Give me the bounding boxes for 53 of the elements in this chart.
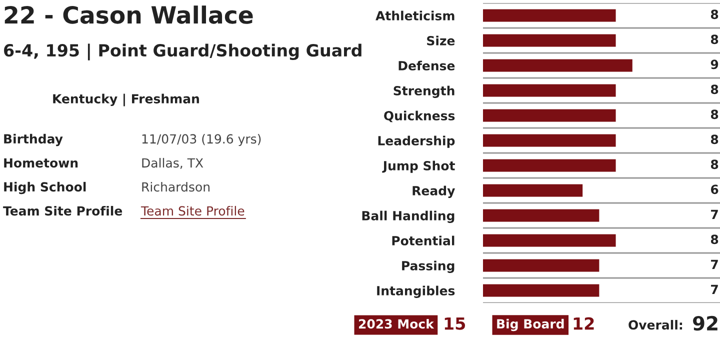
text: 11/07/03 (19.6 yrs)	[142, 134, 261, 146]
y-tick-label: Size	[427, 36, 455, 46]
data-label: 7	[711, 260, 718, 269]
bar	[483, 9, 616, 22]
y-tick-label: Leadership	[378, 136, 455, 148]
data-label: 8	[710, 110, 718, 120]
text: Big Board	[497, 318, 564, 332]
y-tick-label: Potential	[392, 236, 454, 246]
text: 12	[574, 317, 594, 330]
text: Overall:	[628, 320, 682, 330]
y-tick-label: Athleticism	[376, 10, 454, 20]
y-tick-label: Ready	[412, 186, 455, 198]
text: Birthday	[4, 134, 63, 146]
text: Dallas, TX	[142, 158, 204, 169]
bar	[483, 59, 632, 72]
y-tick-label: Jump Shot	[382, 160, 455, 173]
text: Team Site Profile	[3, 206, 122, 216]
text: High School	[4, 182, 86, 194]
text: 6-4, 195 | Point Guard/Shooting Guard	[4, 44, 362, 60]
text: Hometown	[4, 158, 78, 168]
y-tick-label: Passing	[402, 260, 454, 273]
text: Richardson	[142, 182, 210, 192]
bar	[483, 84, 616, 97]
data-label: 8	[710, 10, 718, 20]
y-tick-label: Defense	[398, 60, 455, 70]
text: Team Site Profile	[140, 206, 244, 216]
bar	[483, 184, 583, 197]
bar	[483, 209, 600, 222]
data-label: 7	[711, 210, 718, 219]
text: 2023 Mock	[358, 318, 434, 329]
data-label: 8	[710, 34, 718, 44]
data-label: 7	[711, 284, 718, 294]
data-label: 9	[710, 60, 718, 70]
bar	[483, 159, 616, 172]
data-label: 8	[710, 84, 718, 94]
text: Kentucky | Freshman	[53, 94, 199, 106]
bar	[483, 34, 616, 47]
y-tick-label: Intangibles	[377, 286, 455, 298]
text: 15	[444, 317, 466, 330]
bar	[483, 259, 600, 272]
y-tick-label: Ball Handling	[362, 210, 454, 223]
y-tick-label: Strength	[394, 86, 454, 98]
data-label: 8	[710, 234, 718, 244]
bar	[483, 284, 600, 297]
data-label: 6	[710, 184, 718, 194]
y-tick-label: Quickness	[384, 110, 455, 122]
data-label: 8	[710, 160, 718, 170]
bar	[483, 109, 616, 122]
text: 92	[693, 316, 718, 331]
bar	[483, 134, 616, 147]
text: 22 - Cason Wallace	[4, 6, 253, 24]
data-label: 8	[710, 134, 718, 144]
bar	[483, 234, 616, 247]
